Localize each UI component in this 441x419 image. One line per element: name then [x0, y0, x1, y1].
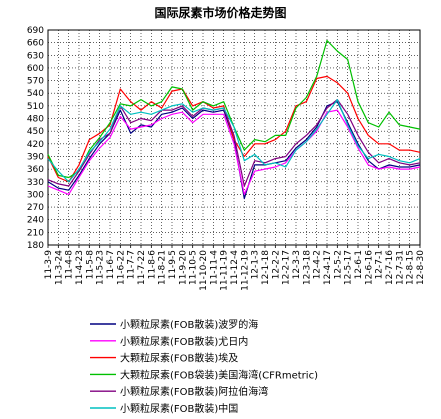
- y-tick-label: 570: [27, 77, 44, 87]
- x-tick-label: 11-3-24: [54, 250, 64, 285]
- x-tick-label: 12-8-15: [406, 250, 416, 285]
- x-tick-label: 11-8-6: [147, 250, 157, 280]
- x-tick-label: 12-2-2: [271, 250, 281, 279]
- x-tick-label: 12-4-2: [313, 250, 323, 279]
- series-line-6: [47, 98, 421, 183]
- legend-label: 小颗粒尿素(FOB散装)中国: [120, 402, 238, 415]
- x-tick-label: 12-5-17: [344, 250, 354, 285]
- x-tick-label: 11-4-8: [65, 250, 75, 280]
- x-tick-label: 12-3-18: [302, 250, 312, 285]
- x-tick-label: 11-7-7: [127, 250, 137, 279]
- x-tick-label: 12-6-16: [364, 250, 374, 285]
- y-tick-label: 300: [27, 190, 44, 200]
- x-tick-label: 11-11-4: [209, 250, 219, 285]
- x-tick-label: 12-1-18: [261, 250, 271, 285]
- legend-label: 大颗粒尿素(FOB散装)埃及: [120, 352, 238, 365]
- x-tick-label: 11-5-23: [96, 250, 106, 285]
- x-tick-label: 11-4-23: [75, 250, 85, 285]
- y-tick-label: 660: [27, 39, 44, 49]
- y-tick-label: 510: [27, 102, 44, 112]
- x-tick-label: 12-8-30: [416, 250, 426, 285]
- y-axis: 180 210 240 270 300 330 360 390 420 450 480 510 540 5…: [27, 26, 44, 251]
- series-layer: [47, 39, 421, 200]
- y-tick-label: 330: [27, 178, 44, 188]
- x-tick-label: 11-11-19: [220, 250, 230, 291]
- x-tick-label: 11-9-20: [178, 250, 188, 285]
- x-tick-label: 12-2-17: [282, 250, 292, 285]
- y-tick-label: 240: [27, 216, 44, 226]
- x-tick-label: 11-5-8: [85, 250, 95, 280]
- chart-title: 国际尿素市场价格走势图: [154, 6, 287, 20]
- x-tick-label: 12-7-16: [385, 250, 395, 285]
- x-tick-label: 11-10-20: [199, 250, 209, 291]
- legend: 小颗粒尿素(FOB散装)波罗的海小颗粒尿素(FOB散装)尤日内大颗粒尿素(FOB…: [90, 318, 318, 415]
- x-axis: 11-3-9 11-3-24 11-4-8 11-4-23 11-5-8 11-5-23 1…: [44, 245, 426, 291]
- legend-label: 小颗粒尿素(FOB散装)尤日内: [120, 335, 248, 348]
- legend-label: 小颗粒尿素(FOB散装)阿拉伯海湾: [120, 385, 268, 398]
- x-tick-label: 11-6-7: [106, 250, 116, 279]
- y-tick-label: 360: [27, 165, 44, 175]
- y-tick-label: 600: [27, 64, 44, 74]
- x-tick-label: 12-7-31: [395, 250, 405, 285]
- x-tick-label: 12-3-3: [292, 250, 302, 279]
- x-tick-label: 11-10-5: [189, 250, 199, 285]
- legend-label: 小颗粒尿素(FOB散装)波罗的海: [120, 318, 258, 331]
- x-tick-label: 11-3-9: [44, 250, 54, 280]
- legend-label: 大颗粒尿素(FOB袋装)美国海湾(CFRmetric): [120, 368, 318, 381]
- x-tick-label: 12-5-2: [333, 250, 343, 279]
- y-tick-label: 180: [27, 241, 44, 251]
- y-tick-label: 630: [27, 51, 44, 61]
- x-tick-label: 11-8-21: [158, 250, 168, 285]
- y-tick-label: 540: [27, 89, 44, 99]
- x-tick-label: 11-7-22: [137, 250, 147, 285]
- y-tick-label: 210: [27, 228, 44, 238]
- series-line-2: [47, 109, 421, 195]
- y-tick-label: 480: [27, 115, 44, 125]
- x-tick-label: 11-9-5: [168, 250, 178, 279]
- x-tick-label: 12-4-17: [323, 250, 333, 285]
- series-line-3: [47, 75, 421, 183]
- x-tick-label: 12-1-3: [251, 250, 261, 279]
- x-tick-label: 11-12-4: [230, 250, 240, 285]
- x-tick-label: 12-7-1: [375, 250, 385, 279]
- y-tick-label: 450: [27, 127, 44, 137]
- y-tick-label: 690: [27, 26, 44, 36]
- y-tick-label: 270: [27, 203, 44, 213]
- x-tick-label: 11-12-19: [240, 250, 250, 291]
- y-tick-label: 420: [27, 140, 44, 150]
- x-tick-label: 12-6-1: [354, 250, 364, 279]
- series-line-5: [47, 98, 421, 187]
- y-tick-label: 390: [27, 152, 44, 162]
- x-tick-label: 11-6-22: [116, 250, 126, 285]
